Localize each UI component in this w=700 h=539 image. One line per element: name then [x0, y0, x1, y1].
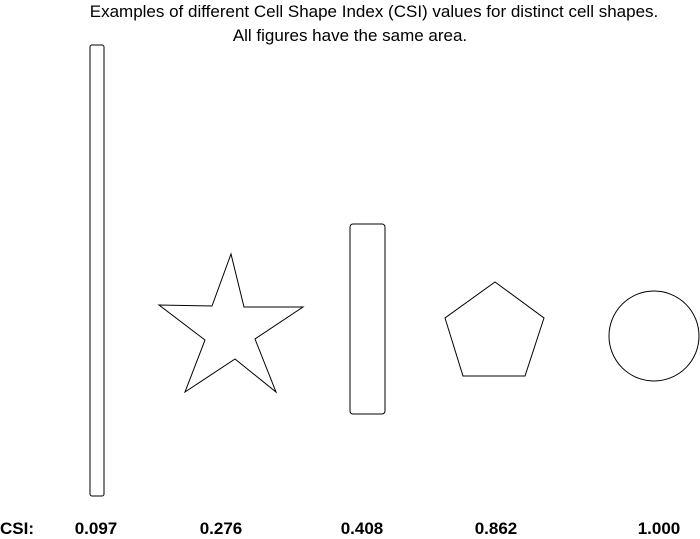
csi-row-label: CSI:	[0, 519, 34, 538]
csi-value-thin-rectangle: 0.097	[74, 519, 118, 538]
title-line-1: Examples of different Cell Shape Index (…	[89, 2, 659, 21]
csi-value-pentagon: 0.862	[474, 519, 518, 538]
rectangle-shape	[349, 223, 386, 415]
star-shape	[157, 252, 305, 394]
csi-value-circle: 1.000	[637, 519, 681, 538]
title-line-2: All figures have the same area.	[232, 26, 468, 45]
tall-thin-rectangle-shape	[89, 44, 105, 497]
figure-title: Examples of different Cell Shape Index (…	[0, 0, 700, 48]
circle-shape	[608, 290, 700, 382]
csi-value-star: 0.276	[199, 519, 243, 538]
pentagon-shape	[444, 281, 545, 377]
csi-value-rectangle: 0.408	[340, 519, 384, 538]
